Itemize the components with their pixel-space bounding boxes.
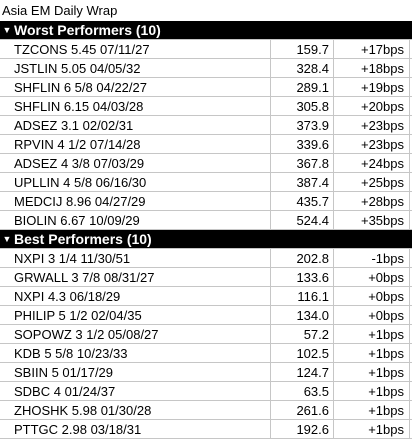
table-row[interactable]: SBIIN 5 01/17/29 124.7 +1bps [0, 363, 412, 382]
section-worst: ▼ Worst Performers (10) TZCONS 5.45 07/1… [0, 21, 412, 230]
table-row[interactable]: SDBC 4 01/24/37 63.5 +1bps [0, 382, 412, 401]
bond-name-cell: RPVIN 4 1/2 07/14/28 [0, 135, 271, 153]
worst-performers-list: TZCONS 5.45 07/11/27 159.7 +17bps JSTLIN 5.… [0, 40, 412, 230]
spread-cell: 328.4 [271, 59, 334, 77]
change-cell: -1bps [334, 249, 410, 267]
spread-cell: 133.6 [271, 268, 334, 286]
best-performers-list: NXPI 3 1/4 11/30/51 202.8 -1bps GRWALL 3 7/… [0, 249, 412, 439]
table-row[interactable]: JSTLIN 5.05 04/05/32 328.4 +18bps [0, 59, 412, 78]
table-row[interactable]: KDB 5 5/8 10/23/33 102.5 +1bps [0, 344, 412, 363]
spread-cell: 367.8 [271, 154, 334, 172]
spread-cell: 373.9 [271, 116, 334, 134]
spread-cell: 339.6 [271, 135, 334, 153]
bond-name-cell: NXPI 4.3 06/18/29 [0, 287, 271, 305]
bond-name-cell: SOPOWZ 3 1/2 05/08/27 [0, 325, 271, 343]
change-cell: +28bps [334, 192, 410, 210]
table-row[interactable]: TZCONS 5.45 07/11/27 159.7 +17bps [0, 40, 412, 59]
bond-name-cell: MEDCIJ 8.96 04/27/29 [0, 192, 271, 210]
spread-cell: 289.1 [271, 78, 334, 96]
bond-name-cell: SHFLIN 6.15 04/03/28 [0, 97, 271, 115]
spread-cell: 261.6 [271, 401, 334, 419]
bond-name-cell: SBIIN 5 01/17/29 [0, 363, 271, 381]
spread-cell: 116.1 [271, 287, 334, 305]
table-row[interactable]: MEDCIJ 8.96 04/27/29 435.7 +28bps [0, 192, 412, 211]
change-cell: +19bps [334, 78, 410, 96]
change-cell: +1bps [334, 382, 410, 400]
spread-cell: 57.2 [271, 325, 334, 343]
bond-name-cell: SHFLIN 6 5/8 04/22/27 [0, 78, 271, 96]
spread-cell: 202.8 [271, 249, 334, 267]
change-cell: +17bps [334, 40, 410, 58]
change-cell: +20bps [334, 97, 410, 115]
report-title: Asia EM Daily Wrap [0, 0, 412, 21]
table-row[interactable]: SOPOWZ 3 1/2 05/08/27 57.2 +1bps [0, 325, 412, 344]
table-row[interactable]: ADSEZ 4 3/8 07/03/29 367.8 +24bps [0, 154, 412, 173]
change-cell: +25bps [334, 173, 410, 191]
bond-name-cell: PHILIP 5 1/2 02/04/35 [0, 306, 271, 324]
change-cell: +1bps [334, 344, 410, 362]
table-row[interactable]: GRWALL 3 7/8 08/31/27 133.6 +0bps [0, 268, 412, 287]
table-row[interactable]: RPVIN 4 1/2 07/14/28 339.6 +23bps [0, 135, 412, 154]
section-header-label: Worst Performers (10) [14, 22, 161, 38]
table-row[interactable]: PTTGC 2.98 03/18/31 192.6 +1bps [0, 420, 412, 439]
table-row[interactable]: NXPI 3 1/4 11/30/51 202.8 -1bps [0, 249, 412, 268]
bond-name-cell: PTTGC 2.98 03/18/31 [0, 420, 271, 438]
change-cell: +1bps [334, 363, 410, 381]
change-cell: +0bps [334, 306, 410, 324]
bond-name-cell: SDBC 4 01/24/37 [0, 382, 271, 400]
spread-cell: 102.5 [271, 344, 334, 362]
bond-name-cell: GRWALL 3 7/8 08/31/27 [0, 268, 271, 286]
change-cell: +0bps [334, 287, 410, 305]
spread-cell: 524.4 [271, 211, 334, 229]
spread-cell: 124.7 [271, 363, 334, 381]
spread-cell: 134.0 [271, 306, 334, 324]
bond-name-cell: JSTLIN 5.05 04/05/32 [0, 59, 271, 77]
table-row[interactable]: NXPI 4.3 06/18/29 116.1 +0bps [0, 287, 412, 306]
spread-cell: 159.7 [271, 40, 334, 58]
chevron-down-icon[interactable]: ▼ [2, 234, 12, 244]
chevron-down-icon[interactable]: ▼ [2, 25, 12, 35]
table-row[interactable]: UPLLIN 4 5/8 06/16/30 387.4 +25bps [0, 173, 412, 192]
table-row[interactable]: PHILIP 5 1/2 02/04/35 134.0 +0bps [0, 306, 412, 325]
section-header-best[interactable]: ▼ Best Performers (10) [0, 230, 412, 249]
change-cell: +1bps [334, 420, 410, 438]
change-cell: +23bps [334, 116, 410, 134]
bond-name-cell: BIOLIN 6.67 10/09/29 [0, 211, 271, 229]
bond-name-cell: ZHOSHK 5.98 01/30/28 [0, 401, 271, 419]
spread-cell: 192.6 [271, 420, 334, 438]
table-row[interactable]: ADSEZ 3.1 02/02/31 373.9 +23bps [0, 116, 412, 135]
change-cell: +35bps [334, 211, 410, 229]
change-cell: +1bps [334, 325, 410, 343]
table-row[interactable]: SHFLIN 6.15 04/03/28 305.8 +20bps [0, 97, 412, 116]
bond-name-cell: UPLLIN 4 5/8 06/16/30 [0, 173, 271, 191]
bond-name-cell: NXPI 3 1/4 11/30/51 [0, 249, 271, 267]
change-cell: +0bps [334, 268, 410, 286]
section-best: ▼ Best Performers (10) NXPI 3 1/4 11/30/… [0, 230, 412, 439]
change-cell: +1bps [334, 401, 410, 419]
change-cell: +23bps [334, 135, 410, 153]
change-cell: +18bps [334, 59, 410, 77]
spread-cell: 63.5 [271, 382, 334, 400]
change-cell: +24bps [334, 154, 410, 172]
table-row[interactable]: SHFLIN 6 5/8 04/22/27 289.1 +19bps [0, 78, 412, 97]
bond-name-cell: ADSEZ 4 3/8 07/03/29 [0, 154, 271, 172]
spread-cell: 387.4 [271, 173, 334, 191]
bond-name-cell: TZCONS 5.45 07/11/27 [0, 40, 271, 58]
bond-name-cell: ADSEZ 3.1 02/02/31 [0, 116, 271, 134]
table-row[interactable]: ZHOSHK 5.98 01/30/28 261.6 +1bps [0, 401, 412, 420]
table-row[interactable]: BIOLIN 6.67 10/09/29 524.4 +35bps [0, 211, 412, 230]
spread-cell: 435.7 [271, 192, 334, 210]
bond-name-cell: KDB 5 5/8 10/23/33 [0, 344, 271, 362]
spread-cell: 305.8 [271, 97, 334, 115]
section-header-label: Best Performers (10) [14, 231, 152, 247]
section-header-worst[interactable]: ▼ Worst Performers (10) [0, 21, 412, 40]
